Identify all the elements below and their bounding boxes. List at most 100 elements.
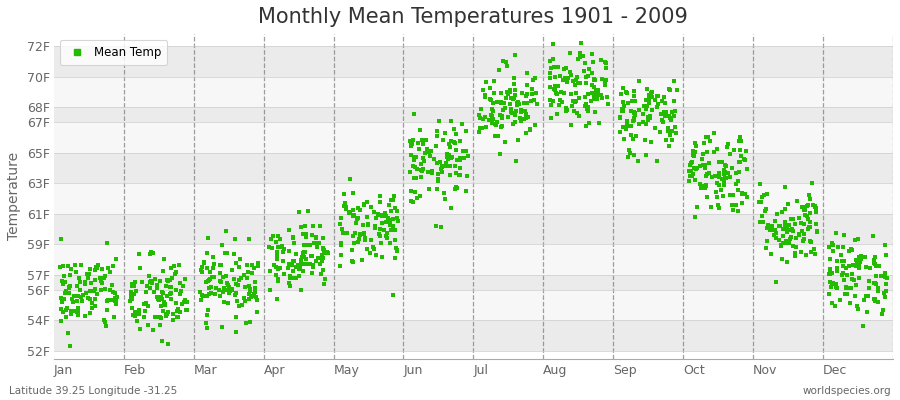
Point xyxy=(699,182,714,188)
Point xyxy=(225,267,239,274)
Point xyxy=(476,87,491,94)
Point xyxy=(444,138,458,145)
Point xyxy=(792,232,806,238)
Point xyxy=(310,234,324,241)
Point xyxy=(509,108,524,114)
Point xyxy=(657,94,671,100)
Point xyxy=(734,147,748,154)
Point xyxy=(585,82,599,88)
Point xyxy=(694,185,708,192)
Point xyxy=(669,130,683,136)
Point xyxy=(386,216,400,222)
Point xyxy=(795,228,809,234)
Point xyxy=(729,170,743,176)
Point xyxy=(137,300,151,307)
Point xyxy=(88,303,103,309)
Point xyxy=(687,148,701,154)
Point xyxy=(483,112,498,118)
Point xyxy=(135,279,149,286)
Point xyxy=(845,275,859,282)
Point xyxy=(292,209,306,215)
Point xyxy=(383,208,398,214)
Point xyxy=(77,281,92,287)
Point xyxy=(230,298,244,304)
Point xyxy=(732,138,746,144)
Point xyxy=(74,262,88,268)
Point xyxy=(515,90,529,97)
Point xyxy=(799,251,814,258)
Point xyxy=(706,130,721,136)
Point xyxy=(276,270,291,277)
Point xyxy=(519,111,534,117)
Point xyxy=(229,260,243,266)
Point xyxy=(125,281,140,288)
Point xyxy=(176,283,190,289)
Point xyxy=(551,64,565,70)
Point xyxy=(843,300,858,307)
Point xyxy=(299,261,313,267)
Point xyxy=(333,221,347,227)
Point xyxy=(616,123,630,130)
Point xyxy=(410,166,424,172)
Point xyxy=(627,109,642,116)
Point xyxy=(269,256,284,262)
Point xyxy=(301,208,315,214)
Point xyxy=(316,235,330,241)
Point xyxy=(413,193,428,200)
Point xyxy=(146,327,160,333)
Point xyxy=(63,342,77,349)
Point xyxy=(686,171,700,177)
Point xyxy=(693,180,707,187)
Point xyxy=(688,177,702,184)
Point xyxy=(317,248,331,254)
Point xyxy=(726,206,741,213)
Point xyxy=(202,277,217,284)
Point xyxy=(361,221,375,227)
Point xyxy=(373,212,387,218)
Point xyxy=(868,280,882,286)
Point xyxy=(807,246,822,252)
Point xyxy=(582,65,597,72)
Point xyxy=(371,211,385,218)
Point xyxy=(307,240,321,246)
Point xyxy=(546,98,561,104)
Point xyxy=(667,77,681,84)
Point xyxy=(286,240,301,246)
Point xyxy=(544,115,559,122)
Point xyxy=(200,292,214,299)
Point xyxy=(338,202,352,208)
Point xyxy=(714,187,728,193)
Point xyxy=(707,148,722,155)
Point xyxy=(248,289,262,296)
Point xyxy=(654,98,669,104)
Point xyxy=(346,240,361,246)
Point xyxy=(760,225,774,232)
Point xyxy=(852,264,867,271)
Point xyxy=(318,275,332,282)
Point xyxy=(867,280,881,286)
Point xyxy=(698,185,712,192)
Point xyxy=(349,220,364,227)
Point xyxy=(309,258,323,264)
Point xyxy=(457,154,472,161)
Point xyxy=(166,263,181,270)
Point xyxy=(760,238,774,244)
Point xyxy=(379,218,393,225)
Point xyxy=(292,265,307,271)
Point xyxy=(296,242,310,248)
Point xyxy=(359,246,374,252)
Point xyxy=(438,163,453,169)
Point xyxy=(719,174,733,181)
Point xyxy=(878,242,893,248)
Point xyxy=(263,287,277,293)
Point xyxy=(616,135,631,142)
Point xyxy=(852,258,867,265)
Point xyxy=(166,311,180,317)
Point xyxy=(732,169,746,175)
Point xyxy=(453,157,467,164)
Point xyxy=(696,183,710,190)
Point xyxy=(779,240,794,246)
Point xyxy=(737,191,751,198)
Point xyxy=(667,113,681,120)
Point xyxy=(200,292,214,299)
